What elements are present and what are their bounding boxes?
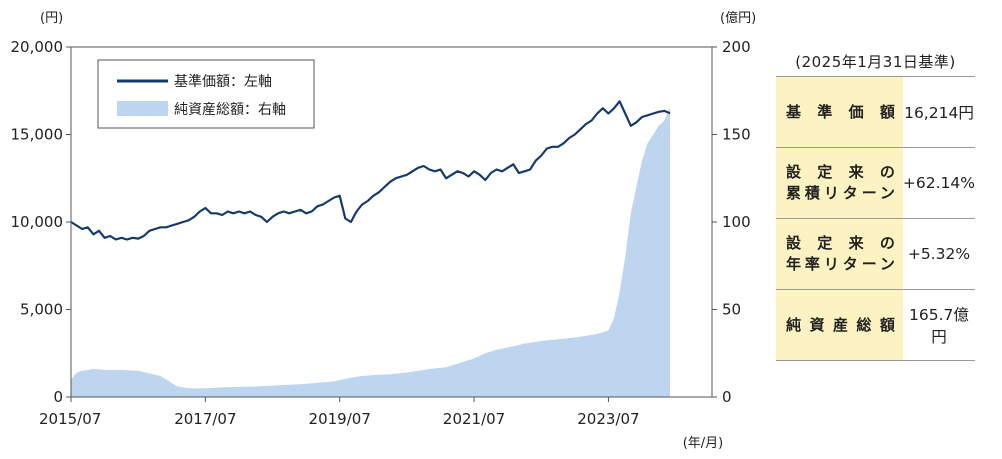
left-axis-unit: (円) [40,11,63,26]
legend: 基準価額：左軸 純資産総額：右軸 [97,59,315,129]
summary-row: 設定来の 年率リターン +5.32% [776,218,975,290]
right-tick-label: 100 [722,213,751,231]
x-tick-label: 2023/07 [577,410,639,428]
summary-row-value: +5.32% [902,218,975,290]
left-tick-label: 5,000 [20,301,63,319]
legend-nav-label: 基準価額：左軸 [174,73,272,90]
right-tick-label: 0 [722,388,732,406]
right-tick-label: 150 [722,126,751,144]
summary-row: 設定来の 累積リターン +62.14% [776,147,975,219]
nav-line [70,100,671,241]
nav-line-layer [70,100,671,241]
summary-table: 基準価額 16,214円 設定来の 累積リターン +62.14% 設定来の 年率リターン +5… [776,76,975,361]
legend-net-assets-label: 純資産総額：右軸 [174,102,286,118]
left-axis-ticks: 20,000 15,000 10,000 5,000 0 [11,38,71,406]
right-axis-ticks: 200 150 100 50 0 [712,38,751,406]
summary-label-line: 設定来の [786,234,895,252]
summary-label-line: 純資産総額 [786,315,895,334]
summary-label-line: 累積リターン [786,184,895,202]
summary-row-label: 設定来の年率リターン [776,218,903,290]
summary-label-line: 基準価額 [786,102,895,121]
left-tick-label: 10,000 [11,213,64,231]
net-assets-area [71,107,670,397]
x-axis-unit: (年/月) [683,436,724,451]
legend-area-swatch [117,101,168,116]
fund-performance-chart: (円) (億円) (年/月) 20,00015,00010,0005,0000 … [11,10,757,451]
x-tick-label: 2019/07 [309,410,371,428]
summary-row-label: 設定来の累積リターン [776,147,903,219]
summary-label-line: 設定来の [786,163,895,181]
x-tick-label: 2021/07 [443,410,505,428]
right-tick-label: 200 [722,38,751,56]
summary-row: 基準価額 16,214円 [776,76,975,148]
basis-date: (2025年1月31日基準) [795,53,956,71]
summary-panel: (2025年1月31日基準) 基準価額 16,214円 設定来の 累積リターン +62.… [776,49,975,361]
summary-row: 純資産総額 165.7億円 [776,289,975,361]
net-assets-area-layer [71,107,670,397]
summary-row-value: +62.14% [902,147,975,219]
right-tick-label: 50 [722,301,741,319]
summary-row-label: 基準価額 [776,76,903,148]
x-tick-label: 2017/07 [174,410,236,428]
left-tick-label: 0 [53,388,63,406]
summary-row-value: 16,214円 [902,76,975,148]
left-tick-label: 20,000 [11,38,64,56]
summary-row-value: 165.7億円 [902,289,975,361]
right-axis-unit: (億円) [720,10,756,26]
summary-row-label: 純資産総額 [776,289,903,361]
x-tick-label: 2015/07 [39,410,101,428]
x-axis-ticks: 2015/07 2017/07 2019/07 2021/07 2023/07 [39,397,640,428]
legend-box [97,59,315,129]
summary-label-line: 年率リターン [786,255,895,273]
left-tick-label: 15,000 [11,126,64,144]
